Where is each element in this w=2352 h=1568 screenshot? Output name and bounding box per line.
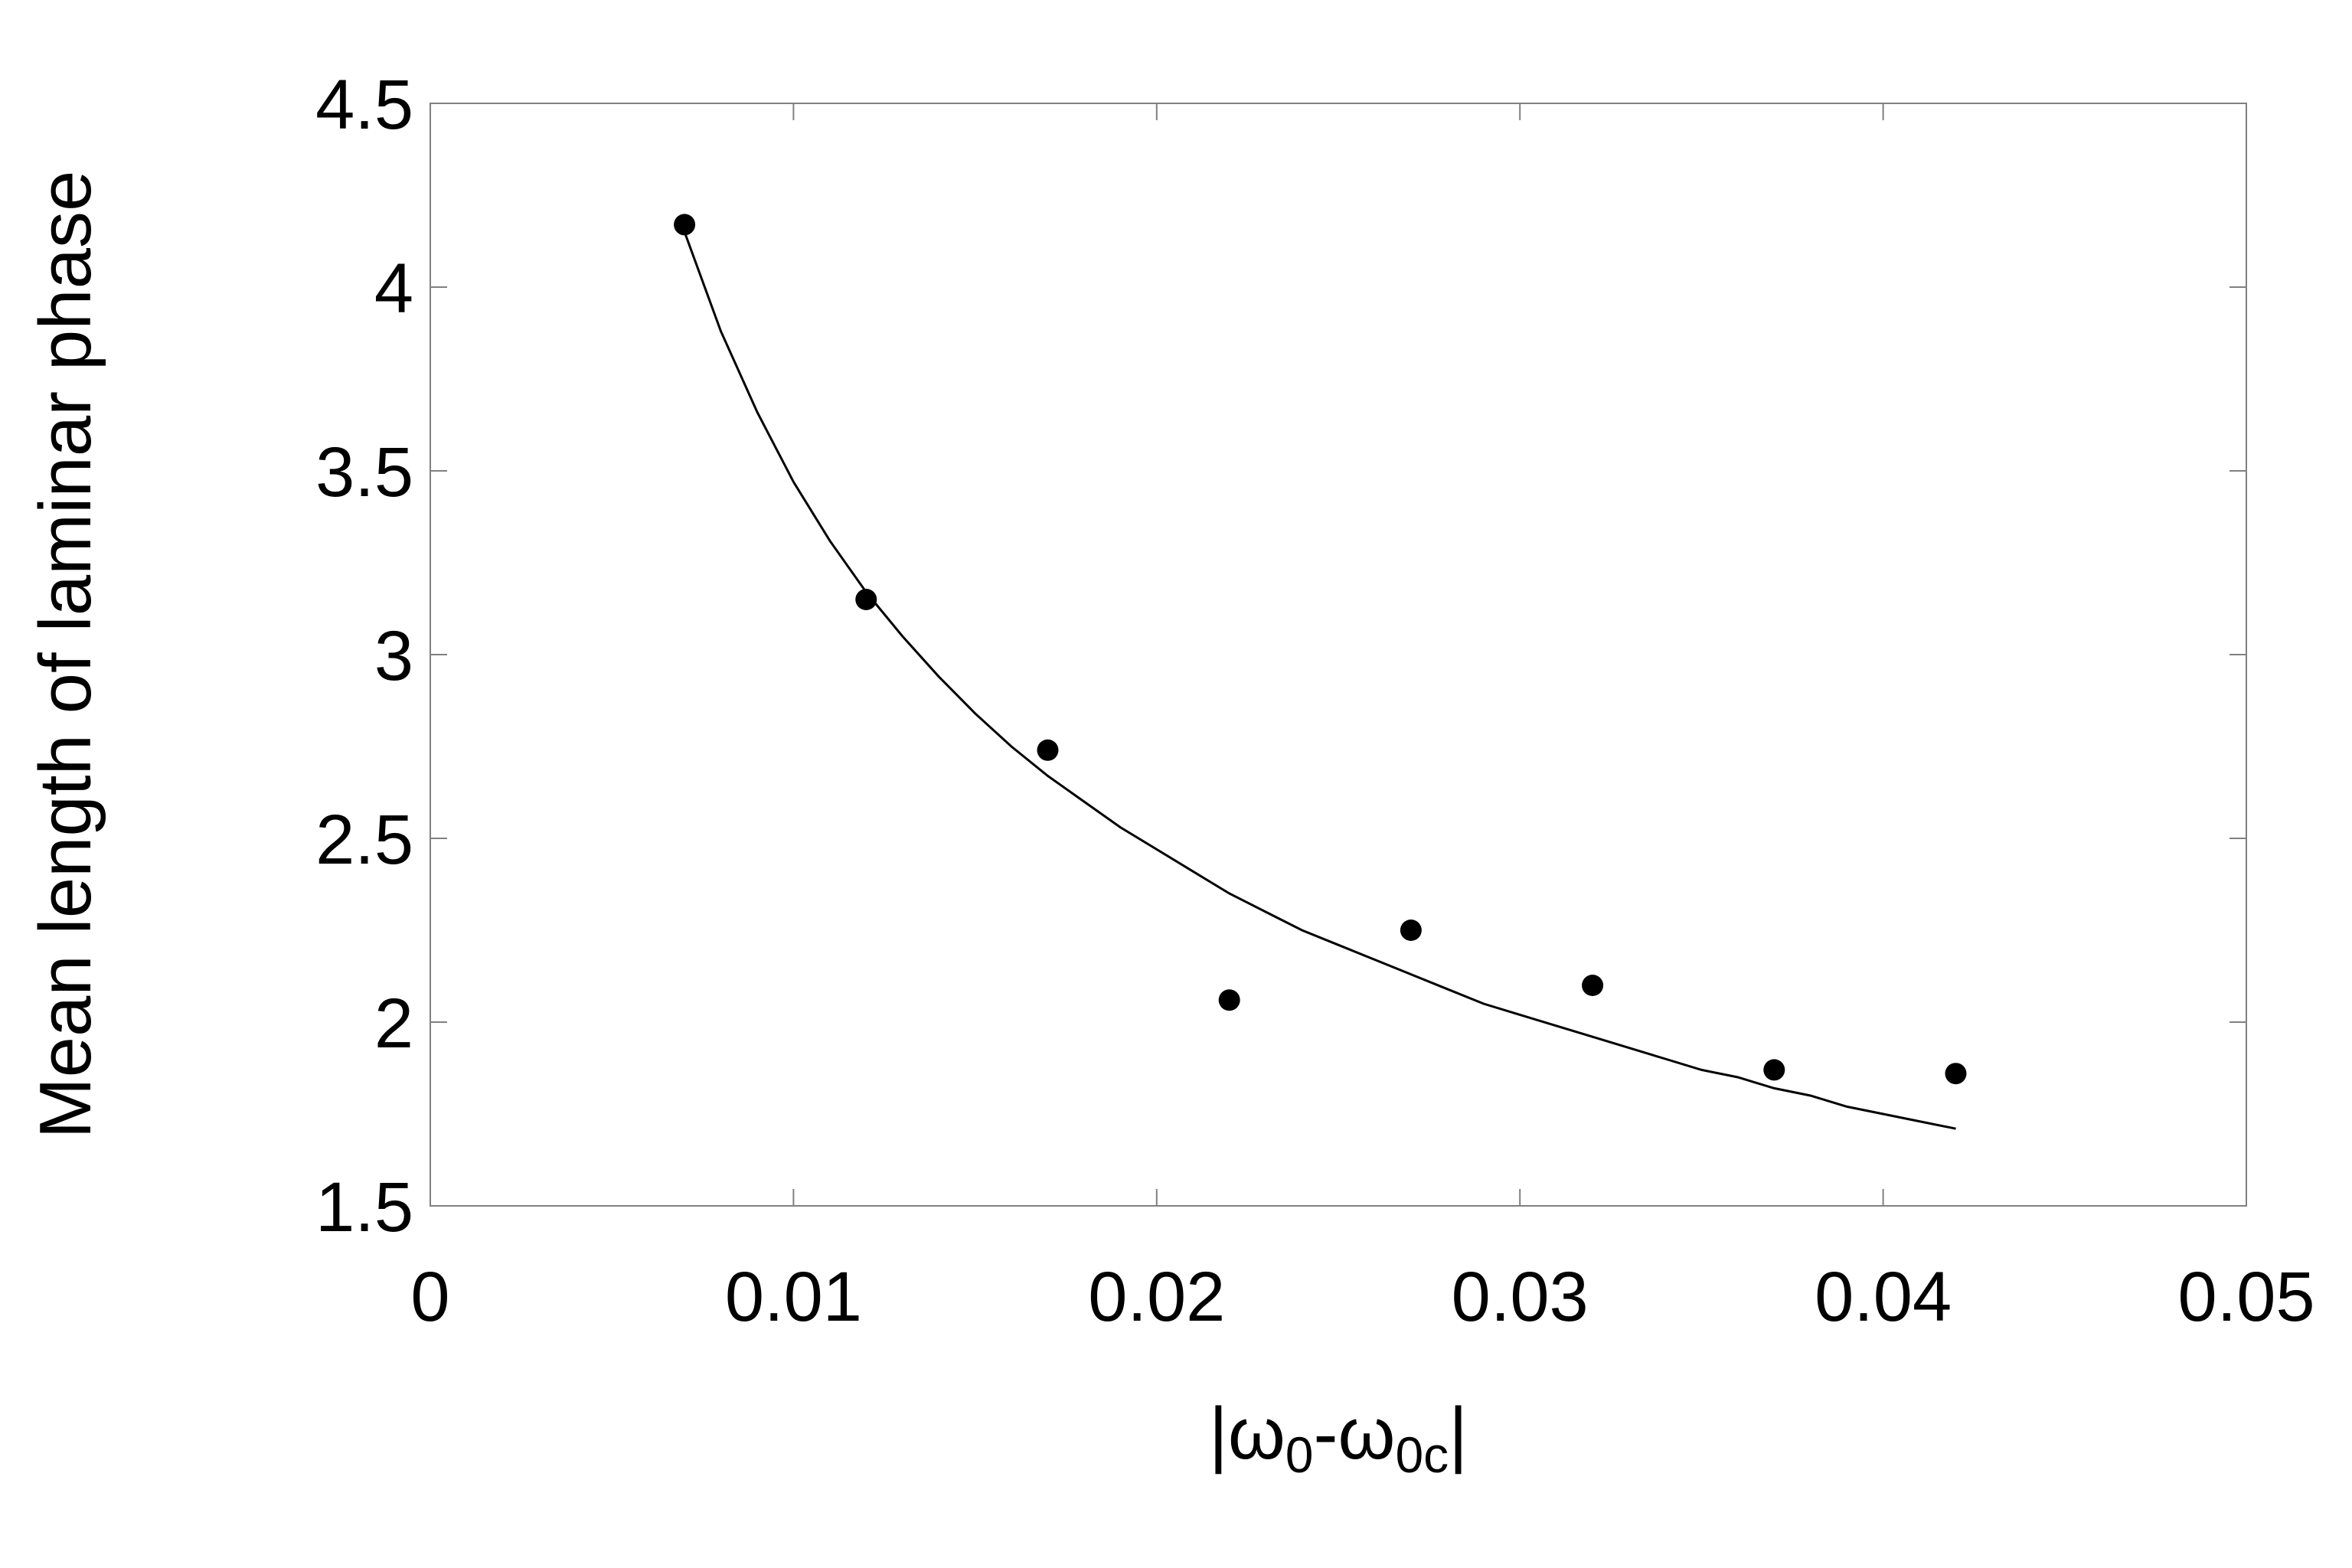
x-tick-label: 0.01 bbox=[725, 1258, 862, 1336]
y-tick-label: 1.5 bbox=[315, 1168, 413, 1246]
x-axis-title-subscript: 0c bbox=[1395, 1426, 1449, 1483]
x-tick-label: 0.04 bbox=[1815, 1258, 1952, 1336]
data-point bbox=[855, 589, 877, 610]
data-point bbox=[1763, 1059, 1785, 1081]
y-axis-title: Mean length of laminar phase bbox=[24, 171, 106, 1139]
y-tick-label: 2 bbox=[374, 985, 413, 1063]
data-points-layer bbox=[674, 214, 1967, 1085]
y-tick-label: 2.5 bbox=[315, 801, 413, 879]
plot-frame bbox=[430, 103, 2247, 1207]
tick-labels-layer: 0 0.01 0.02 0.03 0.04 0.05 1.5 2 2.5 3 3.5 4 4.5 bbox=[315, 66, 2314, 1336]
y-tick-label: 3 bbox=[374, 617, 413, 695]
data-point bbox=[1400, 920, 1422, 941]
data-point bbox=[674, 214, 696, 236]
y-tick-label: 4 bbox=[374, 250, 413, 328]
x-axis-title-part: |ω bbox=[1209, 1393, 1285, 1475]
plot-area bbox=[430, 103, 2247, 1207]
x-axis-title-subscript: 0 bbox=[1285, 1426, 1314, 1483]
y-tick-label: 3.5 bbox=[315, 433, 413, 511]
x-tick-label: 0.05 bbox=[2177, 1258, 2314, 1336]
x-tick-label: 0.03 bbox=[1452, 1258, 1589, 1336]
data-point bbox=[1945, 1063, 1967, 1085]
axis-ticks bbox=[430, 103, 2247, 1207]
x-axis-title-part: -ω bbox=[1314, 1393, 1396, 1475]
fit-line-layer bbox=[683, 231, 1956, 1130]
data-point bbox=[1037, 739, 1059, 761]
data-point bbox=[1218, 989, 1240, 1011]
y-tick-label: 4.5 bbox=[315, 66, 413, 144]
x-axis-title-part: | bbox=[1449, 1393, 1468, 1475]
x-tick-label: 0.02 bbox=[1088, 1258, 1225, 1336]
x-axis-title: |ω0-ω0c| bbox=[1209, 1393, 1468, 1483]
x-tick-label: 0 bbox=[410, 1258, 449, 1336]
data-point bbox=[1582, 975, 1604, 996]
fit-curve bbox=[683, 231, 1956, 1130]
